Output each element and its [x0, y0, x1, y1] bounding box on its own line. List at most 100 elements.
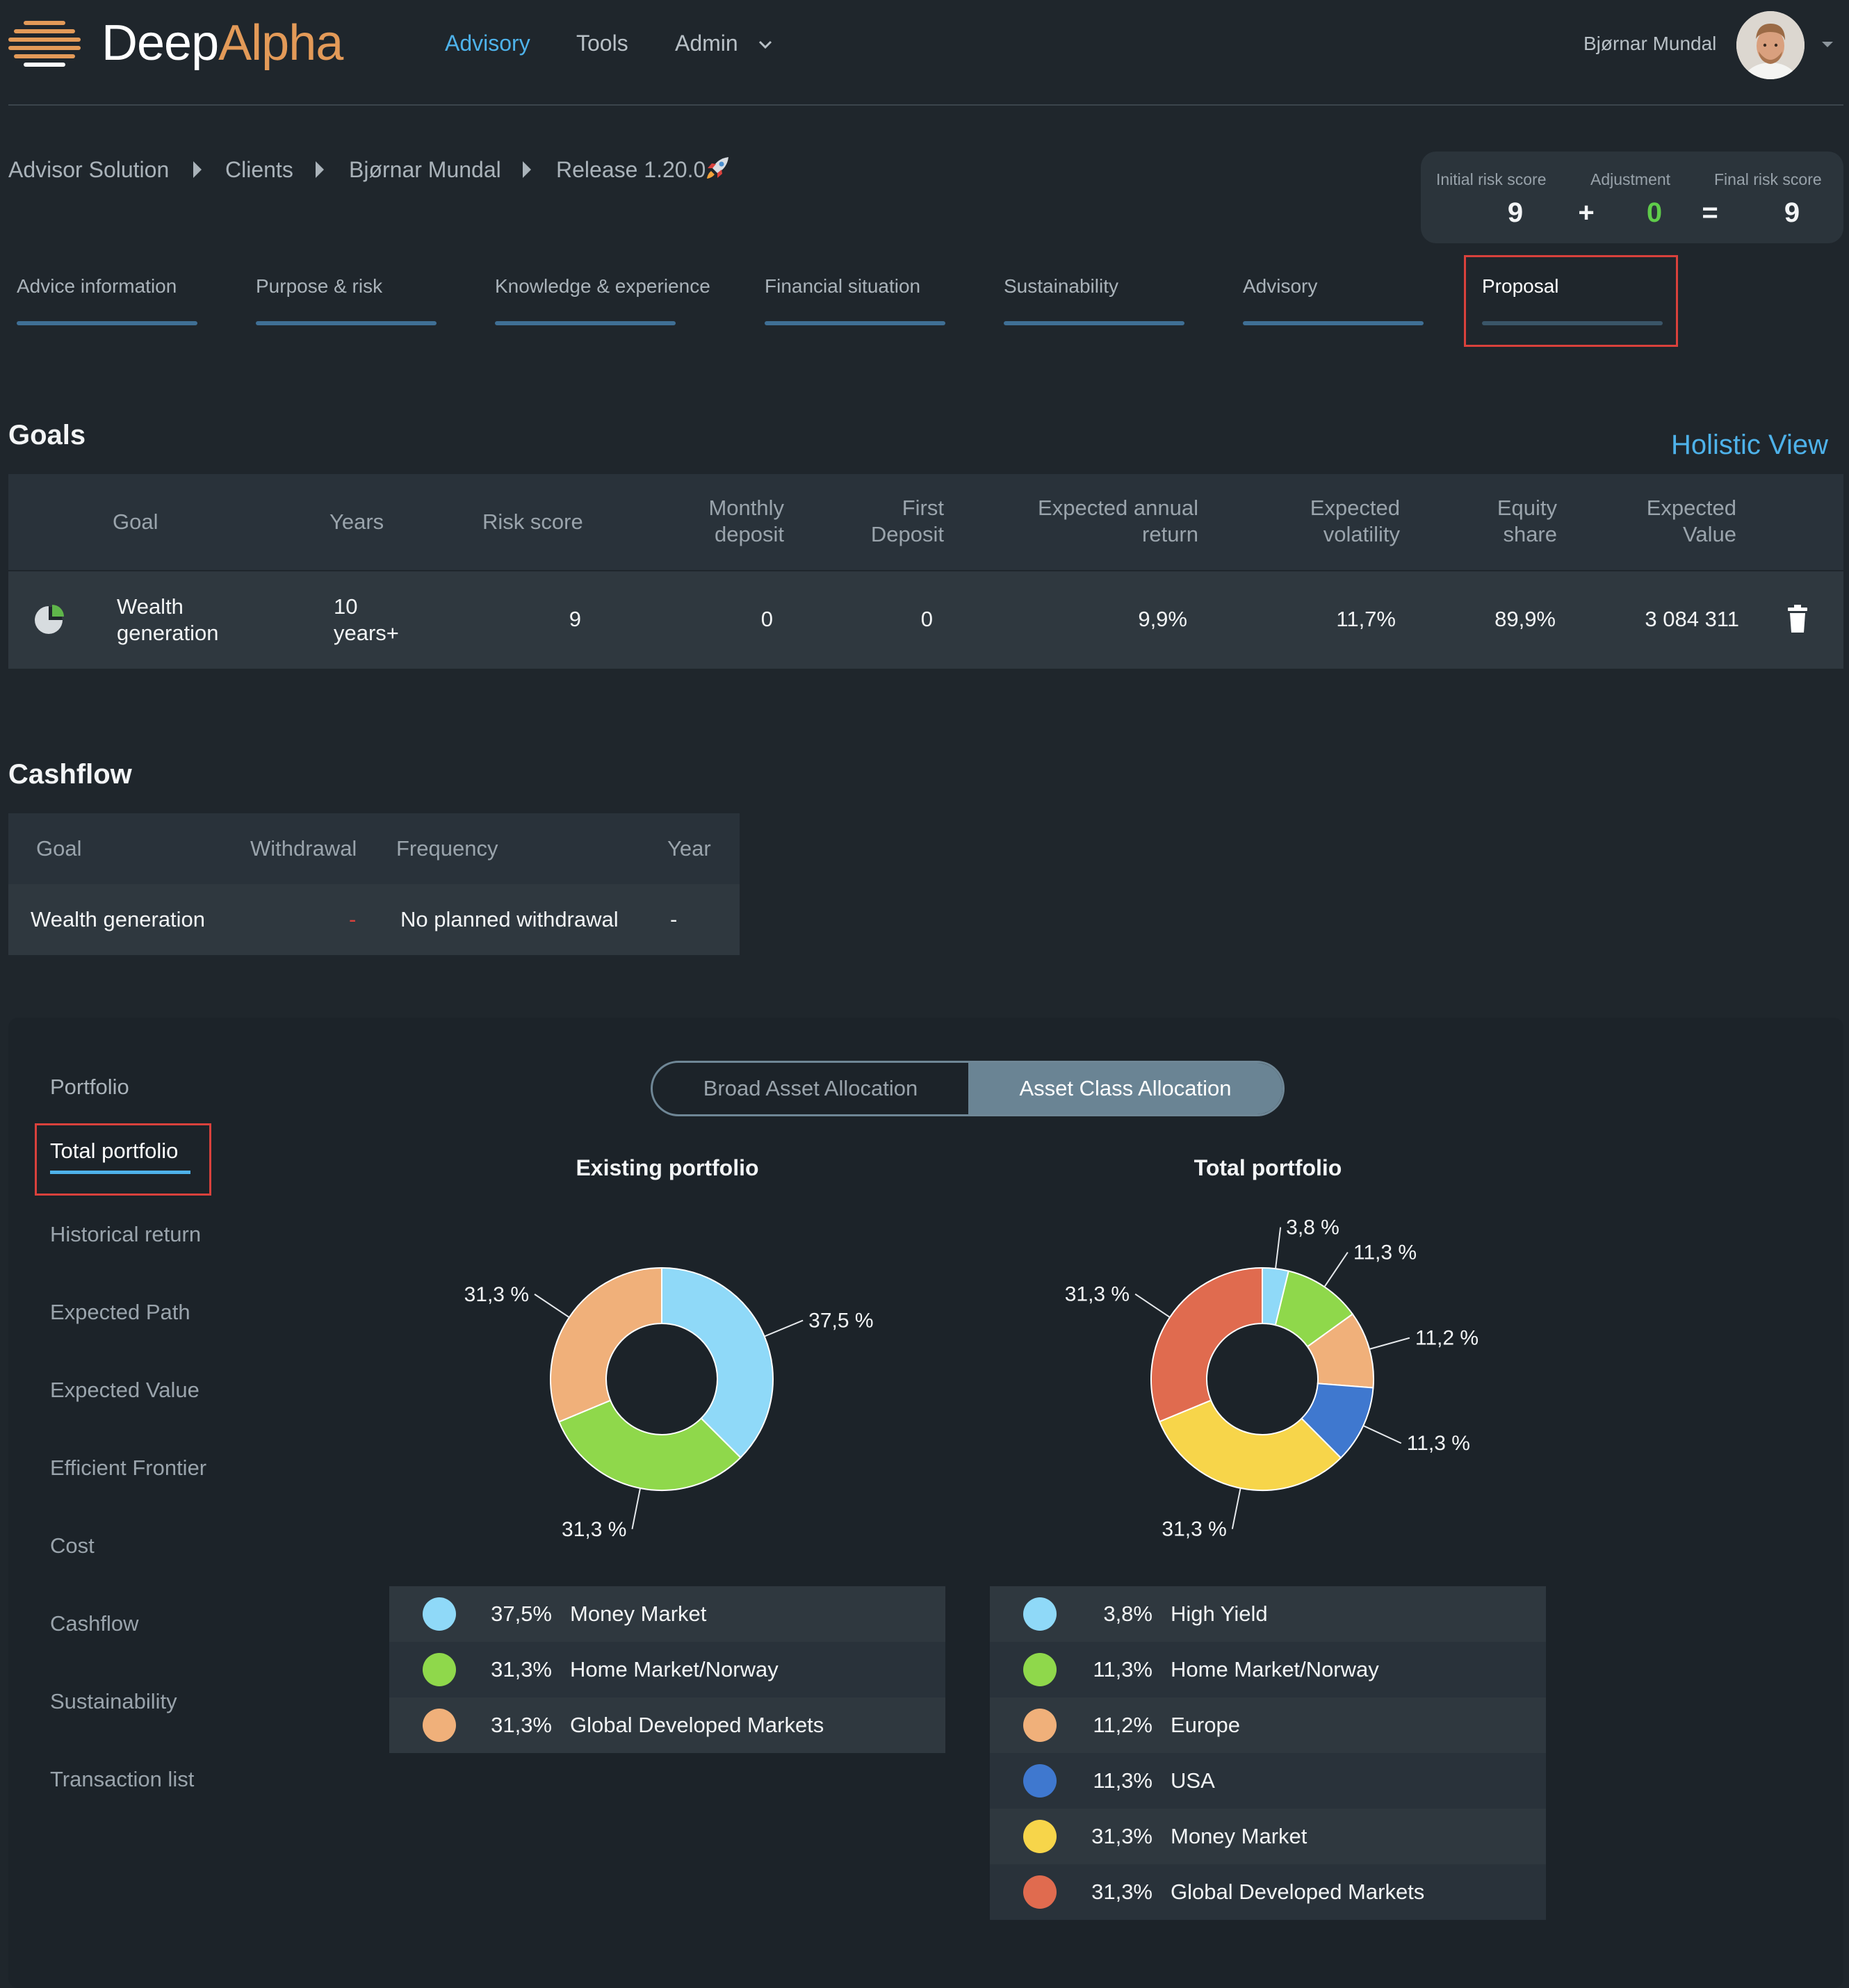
menu-total-portfolio[interactable]: Total portfolio: [50, 1139, 179, 1163]
goal-name-line2: generation: [117, 621, 219, 645]
legend-dot-icon: [423, 1597, 456, 1631]
adjustment-label: Adjustment: [1590, 170, 1671, 188]
legend-dot-icon: [423, 1653, 456, 1686]
menu-historical-return[interactable]: Historical return: [50, 1222, 202, 1246]
col-years: Years: [329, 510, 384, 534]
portfolio-menu-heading: Portfolio: [50, 1075, 129, 1099]
pie-slice-home-market-norway[interactable]: [557, 1399, 742, 1491]
legend-dot-icon: [1023, 1653, 1057, 1686]
pie-slice-money-market[interactable]: [1158, 1399, 1342, 1491]
slice-label-leader: [1275, 1227, 1282, 1269]
legend-label: Home Market/Norway: [570, 1657, 779, 1681]
chevron-down-icon[interactable]: [758, 39, 773, 50]
col-equity-share: Equity share: [1426, 495, 1557, 548]
table-header: Goal Withdrawal Frequency Year: [8, 813, 740, 884]
legend-percent: 11,3%: [1093, 1768, 1152, 1793]
slice-label-money-market: 37,5 %: [808, 1310, 873, 1333]
pie-slice-money-market[interactable]: [661, 1266, 774, 1459]
col-monthly-deposit-line1: Monthly: [708, 496, 784, 520]
tab-progress-bar: [17, 321, 197, 325]
broad-asset-allocation-button[interactable]: Broad Asset Allocation: [703, 1076, 918, 1100]
allocation-toggle[interactable]: Broad Asset Allocation Asset Class Alloc…: [651, 1061, 1285, 1116]
col-expected-value-line1: Expected: [1646, 496, 1736, 520]
trash-icon[interactable]: [1786, 605, 1809, 633]
col-equity-share-line2: share: [1503, 522, 1557, 546]
tab-progress-bar: [1482, 321, 1663, 325]
slice-label-money-market: 31,3 %: [1162, 1518, 1226, 1541]
goal-first-deposit: 0: [920, 607, 933, 631]
col-expected-annual-return-line2: return: [1142, 522, 1198, 546]
existing-portfolio-donut: 37,5 % 31,3 % 31,3 %: [464, 1266, 874, 1541]
slice-label-leader: [1134, 1293, 1171, 1318]
pie-slice-global-developed-markets[interactable]: [1150, 1266, 1263, 1423]
existing-portfolio-title: Existing portfolio: [576, 1155, 759, 1180]
legend-percent: 31,3%: [491, 1657, 552, 1681]
legend-label: Home Market/Norway: [1171, 1657, 1379, 1681]
legend-item-high-yield: 3,8% High Yield: [990, 1586, 1546, 1642]
menu-transaction-list[interactable]: Transaction list: [50, 1767, 195, 1791]
avatar[interactable]: [1736, 11, 1805, 79]
col-year: Year: [667, 836, 711, 861]
legend-percent: 11,3%: [1093, 1657, 1152, 1681]
tab-progress-bar: [765, 321, 945, 325]
logo-text-alpha: Alpha: [218, 15, 343, 71]
menu-efficient-frontier[interactable]: Efficient Frontier: [50, 1456, 207, 1480]
col-goal: Goal: [113, 510, 158, 534]
slice-label-global-developed-markets: 31,3 %: [464, 1283, 529, 1306]
legend-percent: 37,5%: [491, 1602, 552, 1626]
asset-class-allocation-button[interactable]: Asset Class Allocation: [968, 1063, 1282, 1114]
breadcrumb-release: Release 1.20.0: [556, 157, 706, 182]
legend-dot-icon: [1023, 1820, 1057, 1853]
goal-expected-volatility: 11,7%: [1336, 607, 1396, 631]
legend-percent: 31,3%: [1091, 1880, 1152, 1904]
menu-cashflow[interactable]: Cashflow: [50, 1611, 139, 1636]
legend-label: High Yield: [1171, 1602, 1268, 1626]
user-name[interactable]: Bjørnar Mundal: [1583, 33, 1717, 54]
legend-dot-icon: [423, 1709, 456, 1742]
total-portfolio-donut: 3,8 % 11,3 % 11,2 % 11,3 % 31,3 % 31,3 %: [1065, 1216, 1479, 1541]
goal-years-line2: years+: [334, 621, 399, 645]
col-expected-value-line2: Value: [1683, 522, 1736, 546]
legend-dot-icon: [1023, 1875, 1057, 1909]
initial-risk-label: Initial risk score: [1436, 170, 1547, 188]
col-risk-score: Risk score: [482, 510, 583, 534]
menu-cost[interactable]: Cost: [50, 1533, 95, 1558]
breadcrumb-arrow-icon: [316, 161, 324, 178]
nav-admin[interactable]: Admin: [675, 31, 738, 56]
legend-label: Europe: [1171, 1713, 1240, 1737]
legend-dot-icon: [1023, 1597, 1057, 1631]
tab-progress-bar: [256, 321, 437, 325]
col-withdrawal: Withdrawal: [250, 836, 357, 861]
caret-down-icon[interactable]: [1821, 40, 1834, 49]
slice-label-europe: 11,2 %: [1415, 1327, 1479, 1350]
slice-label-leader: [1369, 1337, 1410, 1350]
breadcrumb-client-name[interactable]: Bjørnar Mundal: [349, 157, 501, 182]
menu-expected-value[interactable]: Expected Value: [50, 1378, 199, 1402]
slice-label-leader: [1362, 1425, 1402, 1444]
breadcrumb-arrow-icon: [523, 161, 531, 178]
col-first-deposit-line2: Deposit: [870, 522, 944, 546]
pie-slice-global-developed-markets[interactable]: [550, 1266, 662, 1423]
breadcrumb-advisor-solution[interactable]: Advisor Solution: [8, 157, 170, 182]
col-goal: Goal: [36, 836, 82, 861]
final-risk-value: 9: [1784, 197, 1800, 228]
goal-years: 10 years+: [334, 594, 399, 646]
initial-risk-value: 9: [1507, 197, 1524, 228]
breadcrumb-clients[interactable]: Clients: [225, 157, 293, 182]
tab-progress-bar: [495, 321, 676, 325]
holistic-view-link[interactable]: Holistic View: [1671, 430, 1828, 460]
legend-percent: 31,3%: [491, 1713, 552, 1737]
table-row[interactable]: Wealth generation - No planned withdrawa…: [8, 884, 740, 955]
nav-tools[interactable]: Tools: [576, 31, 628, 56]
slice-label-home-market-norway: 11,3 %: [1353, 1241, 1417, 1264]
col-expected-volatility-line2: volatility: [1323, 522, 1400, 546]
goal-name: Wealth generation: [117, 594, 219, 646]
header-divider: [8, 104, 1843, 106]
menu-sustainability[interactable]: Sustainability: [50, 1689, 177, 1713]
total-portfolio-title: Total portfolio: [1194, 1155, 1342, 1180]
table-row[interactable]: Wealth generation 10 years+ 9 0 0 9,9% 1…: [8, 571, 1843, 669]
nav-advisory[interactable]: Advisory: [445, 31, 530, 56]
breadcrumb-arrow-icon: [193, 161, 202, 178]
logo-wordmark[interactable]: DeepAlpha: [101, 15, 343, 71]
menu-expected-path[interactable]: Expected Path: [50, 1300, 190, 1324]
